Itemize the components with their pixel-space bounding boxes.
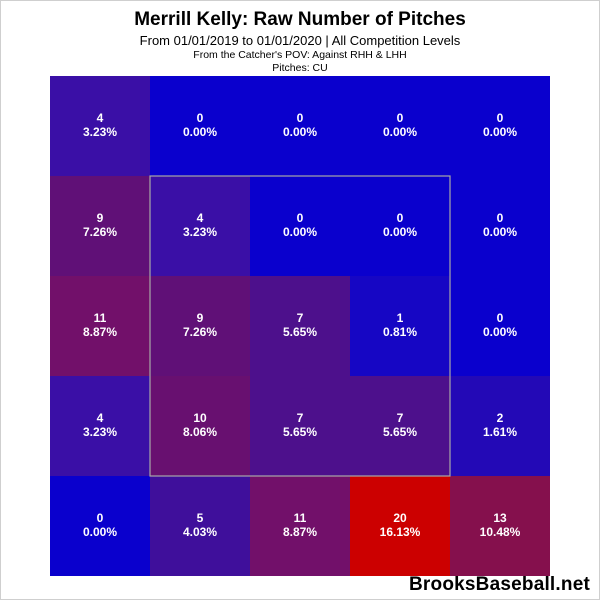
cell-count-label: 0 <box>497 211 504 225</box>
heatmap-cell-r3-c4 <box>450 376 550 476</box>
cell-count-label: 0 <box>497 111 504 125</box>
cell-percent-label: 1.61% <box>483 425 517 439</box>
cell-count-label: 0 <box>197 111 204 125</box>
chart-subtitle: From 01/01/2019 to 01/01/2020 | All Comp… <box>139 33 461 48</box>
heatmap-cell-r2-c0 <box>50 276 150 376</box>
cell-count-label: 0 <box>497 311 504 325</box>
cell-percent-label: 5.65% <box>283 425 317 439</box>
chart-title: Merrill Kelly: Raw Number of Pitches <box>134 9 466 30</box>
cell-count-label: 0 <box>297 111 304 125</box>
perspective-note: From the Catcher's POV: Against RHH & LH… <box>193 49 407 61</box>
heatmap-cell-r2-c2 <box>250 276 350 376</box>
cell-percent-label: 8.87% <box>283 525 317 539</box>
cell-percent-label: 16.13% <box>380 525 421 539</box>
heatmap-cell-r4-c0 <box>50 476 150 576</box>
cell-percent-label: 0.00% <box>183 125 217 139</box>
cell-percent-label: 0.00% <box>383 125 417 139</box>
cell-count-label: 9 <box>197 311 204 325</box>
heatmap-cell-r4-c3 <box>350 476 450 576</box>
heatmap-cell-r3-c0 <box>50 376 150 476</box>
cell-percent-label: 0.81% <box>383 325 417 339</box>
heatmap-cell-r4-c2 <box>250 476 350 576</box>
cell-count-label: 11 <box>294 511 307 525</box>
cell-count-label: 4 <box>97 411 104 425</box>
heatmap-cell-r2-c4 <box>450 276 550 376</box>
heatmap-cell-r3-c1 <box>150 376 250 476</box>
cell-percent-label: 8.87% <box>83 325 117 339</box>
cell-percent-label: 7.26% <box>83 225 117 239</box>
cell-percent-label: 3.23% <box>83 425 117 439</box>
cell-count-label: 4 <box>97 111 104 125</box>
cell-count-label: 7 <box>397 411 404 425</box>
cell-percent-label: 0.00% <box>483 125 517 139</box>
heatmap-cell-r0-c2 <box>250 76 350 176</box>
cell-percent-label: 5.65% <box>283 325 317 339</box>
heatmap-cell-r1-c2 <box>250 176 350 276</box>
cell-count-label: 7 <box>297 311 304 325</box>
cell-percent-label: 10.48% <box>480 525 521 539</box>
cell-count-label: 9 <box>97 211 104 225</box>
cell-percent-label: 0.00% <box>283 125 317 139</box>
cell-percent-label: 5.65% <box>383 425 417 439</box>
cell-count-label: 7 <box>297 411 304 425</box>
cell-percent-label: 0.00% <box>83 525 117 539</box>
heatmap-cell-r0-c4 <box>450 76 550 176</box>
cell-percent-label: 0.00% <box>283 225 317 239</box>
heatmap-cell-r1-c4 <box>450 176 550 276</box>
cell-percent-label: 0.00% <box>383 225 417 239</box>
cell-count-label: 2 <box>497 411 504 425</box>
cell-count-label: 13 <box>493 511 507 525</box>
heatmap-cell-r2-c1 <box>150 276 250 376</box>
heatmap-cell-r4-c1 <box>150 476 250 576</box>
heatmap-cell-r4-c4 <box>450 476 550 576</box>
brooksbaseball-watermark: BrooksBaseball.net <box>409 574 590 595</box>
cell-count-label: 11 <box>94 311 107 325</box>
pitch-type-note: Pitches: CU <box>272 62 328 74</box>
cell-count-label: 1 <box>397 311 404 325</box>
cell-percent-label: 3.23% <box>183 225 217 239</box>
cell-percent-label: 3.23% <box>83 125 117 139</box>
heatmap-cell-r1-c0 <box>50 176 150 276</box>
heatmap-cell-r3-c2 <box>250 376 350 476</box>
cell-count-label: 5 <box>197 511 204 525</box>
cell-percent-label: 0.00% <box>483 325 517 339</box>
cell-count-label: 0 <box>397 211 404 225</box>
cell-percent-label: 8.06% <box>183 425 217 439</box>
heatmap-cell-r0-c0 <box>50 76 150 176</box>
cell-percent-label: 7.26% <box>183 325 217 339</box>
heatmap-cell-r1-c1 <box>150 176 250 276</box>
heatmap-cell-r1-c3 <box>350 176 450 276</box>
strike-zone-outline <box>149 175 451 477</box>
cell-count-label: 10 <box>193 411 207 425</box>
cell-percent-label: 0.00% <box>483 225 517 239</box>
heatmap-cell-r0-c1 <box>150 76 250 176</box>
cell-percent-label: 4.03% <box>183 525 217 539</box>
cell-count-label: 0 <box>397 111 404 125</box>
cell-count-label: 4 <box>197 211 204 225</box>
heatmap-cell-r0-c3 <box>350 76 450 176</box>
cell-count-label: 20 <box>393 511 407 525</box>
cell-count-label: 0 <box>297 211 304 225</box>
heatmap-cell-r2-c3 <box>350 276 450 376</box>
heatmap-cell-r3-c3 <box>350 376 450 476</box>
cell-count-label: 0 <box>97 511 104 525</box>
